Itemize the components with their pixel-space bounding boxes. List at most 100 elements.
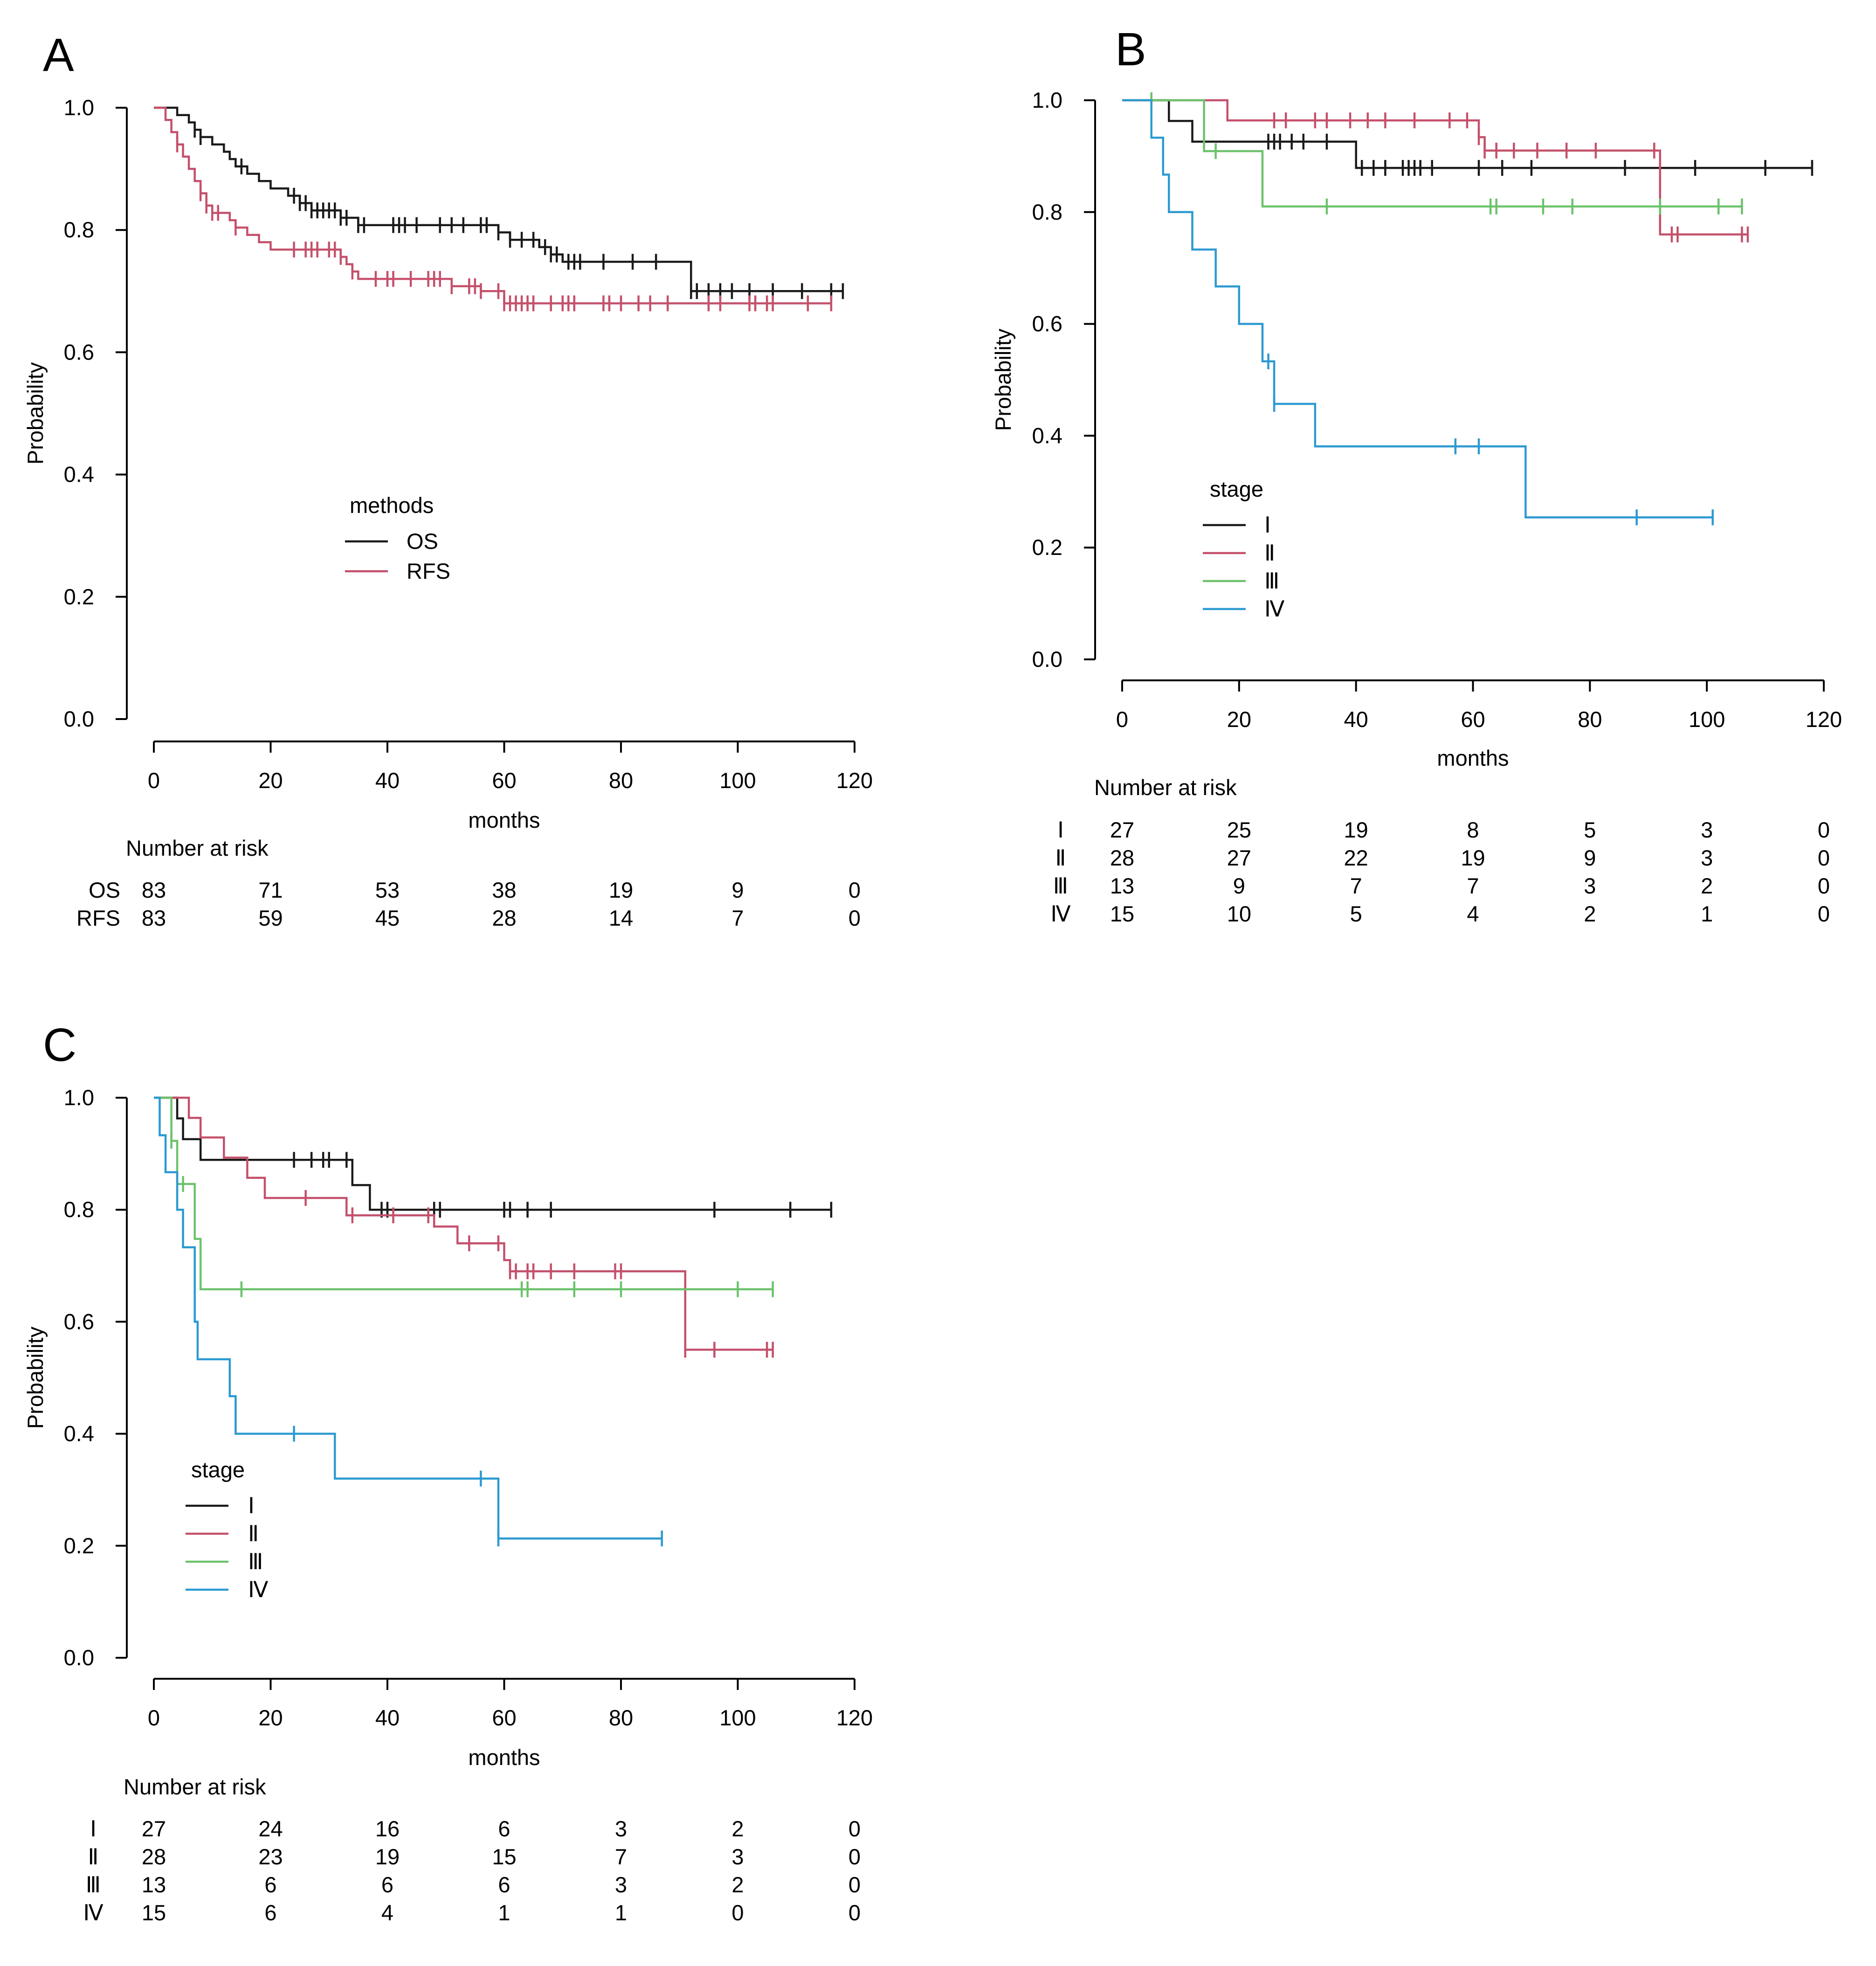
panel-label-c: C <box>43 1019 76 1071</box>
y-tick-label: 1.0 <box>1032 88 1062 112</box>
panel-a-km-plot: A 0.0 0.2 0.4 0.6 0.8 1.0 0 20 40 60 80 100 120 months… <box>23 29 873 930</box>
series-2 <box>154 1096 774 1358</box>
risk-row-label: Ⅳ <box>1050 901 1070 926</box>
y-tick-label: 0.2 <box>64 1533 94 1558</box>
risk-value: 3 <box>1701 817 1713 842</box>
risk-value: 13 <box>142 1872 166 1897</box>
risk-table-title: Number at risk <box>1094 775 1237 800</box>
x-tick-label: 80 <box>609 1705 633 1730</box>
panel-c-km-plot: C0.00.20.40.60.81.00 20 40 60 80 100 120months… <box>23 1019 873 1925</box>
x-tick-label: 120 <box>1806 707 1842 732</box>
y-axis-title: Probability <box>23 362 48 464</box>
x-tick-label: 20 <box>258 1705 283 1730</box>
risk-row-label: RFS <box>76 906 120 930</box>
series-2 <box>1122 99 1749 242</box>
risk-value: 0 <box>731 1900 744 1925</box>
survival-curve <box>154 1096 773 1290</box>
legend-label: Ⅰ <box>1264 512 1271 537</box>
legend-label: Ⅱ <box>248 1521 259 1546</box>
x-tick-label: 0 <box>148 1705 160 1730</box>
risk-value: 5 <box>1584 817 1596 842</box>
risk-value: 15 <box>492 1844 516 1869</box>
risk-value: 0 <box>1818 817 1830 842</box>
legend: methods OS RFS <box>345 493 450 583</box>
y-tick-label: 0.6 <box>1032 312 1062 336</box>
risk-value: 10 <box>1227 901 1251 926</box>
risk-value: 59 <box>258 906 283 930</box>
risk-value: 6 <box>498 1816 510 1841</box>
risk-value: 45 <box>375 906 400 930</box>
risk-value: 22 <box>1344 845 1368 870</box>
risk-row-label: Ⅳ <box>83 1900 103 1925</box>
risk-value: 0 <box>848 878 861 902</box>
risk-value: 83 <box>142 878 166 902</box>
y-tick-label: 1.0 <box>64 95 94 120</box>
risk-value: 9 <box>1233 873 1245 898</box>
y-tick-label: 0.2 <box>64 584 94 609</box>
series-2 <box>154 106 833 312</box>
risk-value: 28 <box>142 1844 166 1869</box>
risk-value: 19 <box>1344 817 1368 842</box>
risk-value: 2 <box>1584 901 1596 926</box>
risk-value: 2 <box>731 1872 744 1897</box>
survival-curve <box>154 1096 773 1351</box>
risk-value: 27 <box>1227 845 1251 870</box>
x-tick-label: 60 <box>1461 707 1485 732</box>
x-tick-label: 40 <box>375 1705 400 1730</box>
risk-value: 1 <box>1701 901 1713 926</box>
x-tick-label: 60 <box>492 768 516 793</box>
risk-value: 0 <box>1818 873 1830 898</box>
panel-label-a: A <box>43 29 74 81</box>
x-tick-label: 100 <box>1689 707 1725 732</box>
risk-value: 24 <box>258 1816 283 1841</box>
risk-value: 3 <box>615 1816 627 1841</box>
risk-value: 15 <box>1110 901 1134 926</box>
risk-value: 4 <box>1467 901 1479 926</box>
risk-value: 3 <box>1584 873 1596 898</box>
survival-curve <box>1122 99 1812 169</box>
risk-value: 0 <box>848 1844 861 1869</box>
risk-value: 1 <box>498 1900 510 1925</box>
x-tick-label: 120 <box>836 1705 873 1730</box>
legend-title: stage <box>191 1457 245 1482</box>
risk-value: 9 <box>1584 845 1596 870</box>
risk-value: 2 <box>731 1816 744 1841</box>
risk-value: 8 <box>1467 817 1479 842</box>
legend-label: Ⅰ <box>248 1493 255 1518</box>
y-tick-label: 0.8 <box>1032 200 1062 224</box>
series-1 <box>154 106 844 299</box>
risk-value: 0 <box>1818 845 1830 870</box>
legend-title: stage <box>1210 477 1263 501</box>
risk-row-label: Ⅰ <box>1057 817 1064 842</box>
risk-value: 6 <box>264 1900 276 1925</box>
risk-value: 28 <box>1110 845 1134 870</box>
x-tick-label: 120 <box>836 768 873 793</box>
risk-row-label: Ⅱ <box>1055 845 1066 870</box>
risk-value: 27 <box>1110 817 1134 842</box>
y-tick-label: 0.0 <box>1032 647 1062 671</box>
risk-value: 23 <box>258 1844 283 1869</box>
risk-value: 7 <box>731 906 744 930</box>
risk-value: 0 <box>848 1816 861 1841</box>
series-4 <box>1122 99 1714 526</box>
risk-row-label: Ⅰ <box>90 1816 97 1841</box>
risk-value: 28 <box>492 906 516 930</box>
risk-value: 0 <box>1818 901 1830 926</box>
legend-label: Ⅱ <box>1264 540 1275 565</box>
series-1 <box>154 1096 833 1218</box>
x-axis-title: months <box>468 808 540 832</box>
x-tick-label: 0 <box>148 768 160 793</box>
risk-value: 27 <box>142 1816 166 1841</box>
series-1 <box>1122 99 1814 176</box>
risk-value: 15 <box>142 1900 166 1925</box>
risk-value: 9 <box>731 878 744 902</box>
legend-label: Ⅲ <box>248 1549 263 1574</box>
y-tick-label: 0.0 <box>64 1645 94 1670</box>
risk-value: 16 <box>375 1816 400 1841</box>
y-tick-label: 0.8 <box>64 1197 94 1222</box>
risk-value: 3 <box>615 1872 627 1897</box>
risk-row-label: Ⅲ <box>1053 873 1068 898</box>
